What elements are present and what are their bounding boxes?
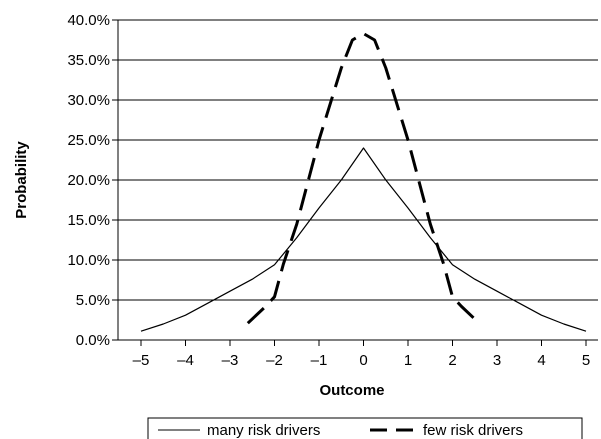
legend-label-many-risk-drivers: many risk drivers [207, 422, 320, 439]
x-tick-label: –2 [266, 352, 283, 369]
x-tick-labels: –5 –4 –3 –2 –1 0 1 2 3 4 5 [133, 352, 591, 369]
x-axis-title: Outcome [319, 382, 384, 399]
series-line-few-risk-drivers [246, 32, 481, 325]
y-tick-label: 20.0% [67, 172, 110, 189]
x-tick-label: 3 [493, 352, 501, 369]
x-tick-label: –1 [311, 352, 328, 369]
y-tick-label: 25.0% [67, 132, 110, 149]
y-tick-label: 5.0% [76, 292, 110, 309]
y-tick-label: 30.0% [67, 92, 110, 109]
legend-box [147, 417, 583, 439]
y-tick-labels: 0.0% 5.0% 10.0% 15.0% 20.0% 25.0% 30.0% 35.0% 40… [67, 12, 110, 349]
y-tick-label: 40.0% [67, 12, 110, 29]
x-tick-label: –5 [133, 352, 150, 369]
x-tick-label: 4 [537, 352, 545, 369]
gridlines [118, 19, 598, 301]
axes [112, 19, 598, 346]
x-tick-label: 2 [448, 352, 456, 369]
legend-label-few-risk-drivers: few risk drivers [423, 422, 523, 439]
y-axis-title: Probability [13, 141, 30, 219]
series-lines [140, 32, 587, 332]
series-line-many-risk-drivers [140, 147, 587, 332]
y-tick-label: 10.0% [67, 252, 110, 269]
x-tick-label: 0 [359, 352, 367, 369]
y-tick-label: 0.0% [76, 332, 110, 349]
x-tick-label: –3 [222, 352, 239, 369]
y-tick-label: 15.0% [67, 212, 110, 229]
legend: many risk drivers few risk drivers [147, 417, 583, 439]
y-tick-label: 35.0% [67, 52, 110, 69]
x-tick-label: –4 [177, 352, 194, 369]
x-tick-label: 1 [404, 352, 412, 369]
x-tick-label: 5 [582, 352, 590, 369]
